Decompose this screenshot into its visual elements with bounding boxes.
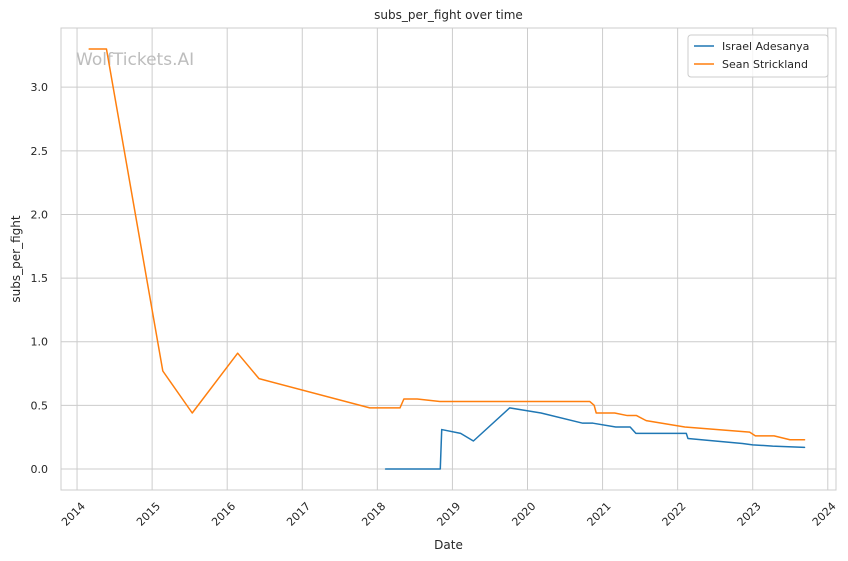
y-tick-label: 2.0 [31, 208, 49, 221]
y-tick-label: 2.5 [31, 145, 49, 158]
y-tick-label: 1.0 [31, 336, 49, 349]
legend-label: Sean Strickland [722, 58, 808, 71]
y-tick-label: 0.0 [31, 463, 49, 476]
y-axis-title: subs_per_fight [9, 215, 23, 302]
series-line-israel-adesanya [384, 407, 806, 470]
x-axis-title: Date [434, 538, 463, 552]
y-tick-label: 0.5 [31, 399, 49, 412]
legend-box [687, 34, 829, 78]
plot-frame [60, 27, 837, 491]
legend: Israel Adesanya Sean Strickland [687, 34, 829, 78]
series-line-sean-strickland [88, 48, 806, 441]
watermark: WolfTickets.AI [76, 50, 194, 70]
y-tick-label: 3.0 [31, 81, 49, 94]
series-lines [88, 48, 806, 470]
grid [61, 28, 836, 490]
y-tick-label: 1.5 [31, 272, 49, 285]
chart-title: subs_per_fight over time [374, 8, 523, 22]
legend-label: Israel Adesanya [722, 40, 809, 53]
